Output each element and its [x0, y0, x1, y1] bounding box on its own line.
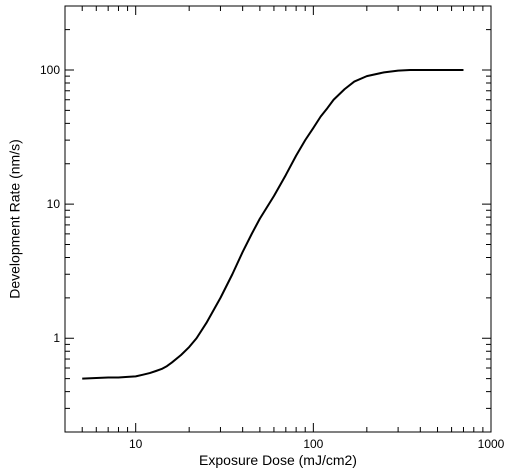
x-axis-label: Exposure Dose (mJ/cm2) [199, 452, 357, 468]
series-line [82, 68, 464, 380]
y-tick-label: 10 [47, 197, 61, 211]
tick-labels-layer: 10 100 1000 1 10 100 [40, 63, 505, 451]
ticks-layer [64, 5, 492, 433]
y-axis-label: Development Rate (nm/s) [7, 139, 23, 299]
x-tick-label: 100 [303, 437, 323, 451]
plot-frame [64, 5, 492, 433]
x-tick-label: 10 [129, 437, 143, 451]
y-tick-label: 1 [53, 331, 60, 345]
x-tick-label: 1000 [478, 437, 505, 451]
y-tick-label: 100 [40, 63, 60, 77]
